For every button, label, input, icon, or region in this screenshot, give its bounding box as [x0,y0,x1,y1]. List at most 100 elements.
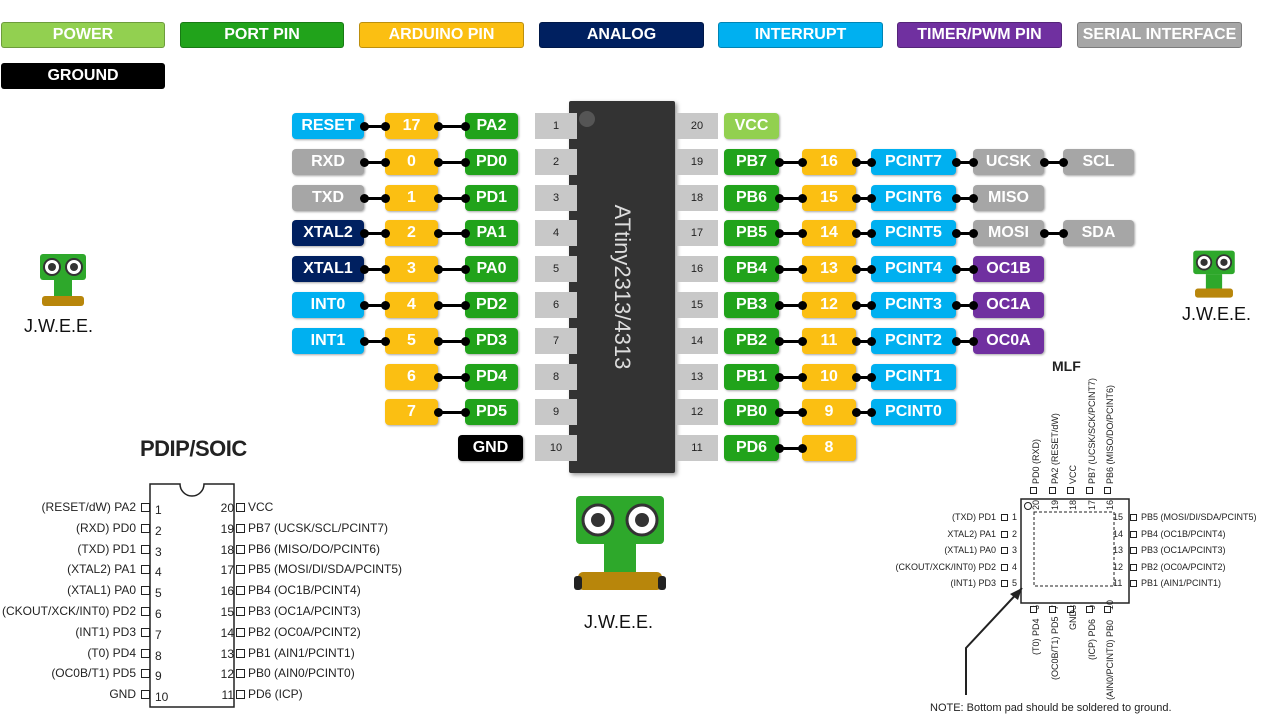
function-pin: UCSK [973,149,1044,175]
connector-dot [1040,158,1049,167]
connector-dot [360,158,369,167]
mlf-bottom-label: (ICP) PD6 [1087,618,1097,660]
connector-dot [867,373,876,382]
pin-pad [1130,564,1137,571]
connector-dot [775,158,784,167]
interrupt-pin: PCINT0 [871,399,956,425]
function-pin: OC1B [973,256,1044,282]
mlf-top-number: 18 [1068,499,1078,510]
connector-line [956,340,973,343]
mlf-top-number: 16 [1105,499,1115,510]
chip-label: ATtiny2313/4313 [610,204,635,370]
pdip-right-number: 11 [221,688,234,702]
connector-line [779,411,802,414]
pin-pad [236,669,245,678]
connector-dot [969,194,978,203]
connector-line [364,197,385,200]
connector-dot [775,265,784,274]
connector-dot [775,337,784,346]
watermark-right: J.W.E.E. [1182,304,1252,324]
legend-timer-pwm: TIMER/PWM PIN [897,22,1062,48]
pin-number: 15 [676,292,718,318]
pdip-left-number: 2 [155,524,162,538]
connector-dot [461,337,470,346]
pin-pad [141,669,150,678]
connector-dot [867,301,876,310]
connector-line [856,304,871,307]
watermark-center: J.W.E.E. [584,612,654,632]
arduino-pin: 6 [385,364,438,390]
connector-dot [798,265,807,274]
pdip-right-label: PB4 (OC1B/PCINT4) [248,583,361,597]
connector-dot [360,194,369,203]
arduino-pin: 17 [385,113,438,139]
mlf-top-number: 20 [1031,499,1041,510]
arduino-pin: 14 [802,220,856,246]
mlf-left-label: (INT1) PD3 [950,578,996,588]
pin-number: 19 [676,149,718,175]
connector-dot [952,229,961,238]
function-pin: TXD [292,185,364,211]
arduino-pin: 15 [802,185,856,211]
connector-dot [867,337,876,346]
arduino-pin: 13 [802,256,856,282]
connector-dot [798,158,807,167]
connector-line [438,161,465,164]
connector-line [779,340,802,343]
pin-pad [141,586,150,595]
connector-dot [1059,229,1068,238]
pdip-left-number: 9 [155,669,162,683]
port-pin: PB2 [724,328,779,354]
pin-number: 11 [676,435,718,461]
connector-dot [461,301,470,310]
mlf-right-number: 13 [1113,545,1124,555]
pin-pad [1104,606,1111,613]
connector-dot [381,337,390,346]
pdip-left-label: (T0) PD4 [87,646,136,660]
arduino-pin: 1 [385,185,438,211]
legend-arduino-pin: ARDUINO PIN [359,22,524,48]
connector-line [438,232,465,235]
pin-pad [1001,580,1008,587]
connector-line [364,125,385,128]
connector-dot [461,194,470,203]
pin-number: 6 [535,292,577,318]
function-pin: RESET [292,113,364,139]
connector-dot [867,408,876,417]
connector-dot [867,158,876,167]
connector-dot [798,229,807,238]
function-pin: OC1A [973,292,1044,318]
pin-pad [1067,606,1074,613]
port-pin: VCC [724,113,779,139]
mlf-right-number: 11 [1113,578,1123,588]
connector-dot [434,265,443,274]
pin-pad [141,690,150,699]
connector-dot [381,265,390,274]
arduino-pin: 9 [802,399,856,425]
connector-dot [798,301,807,310]
pin-pad [1067,487,1074,494]
connector-line [779,268,802,271]
port-pin: PB3 [724,292,779,318]
connector-line [364,340,385,343]
mascot-left-icon [40,254,86,306]
pin-pad [1130,580,1137,587]
arduino-pin: 10 [802,364,856,390]
pin-number: 17 [676,220,718,246]
pin-pad [236,524,245,533]
function-pin: SDA [1063,220,1134,246]
pin1-notch [579,111,595,127]
pin-number: 13 [676,364,718,390]
connector-line [779,304,802,307]
pin-pad [1001,547,1008,554]
pdip-left-label: (XTAL1) PA0 [67,583,136,597]
interrupt-pin: PCINT4 [871,256,956,282]
pdip-right-label: PB0 (AIN0/PCINT0) [248,666,355,680]
connector-dot [381,122,390,131]
pdip-right-label: PB1 (AIN1/PCINT1) [248,646,355,660]
connector-line [956,232,973,235]
arduino-pin: 5 [385,328,438,354]
pin-pad [236,503,245,512]
connector-line [956,304,973,307]
function-pin: MOSI [973,220,1044,246]
